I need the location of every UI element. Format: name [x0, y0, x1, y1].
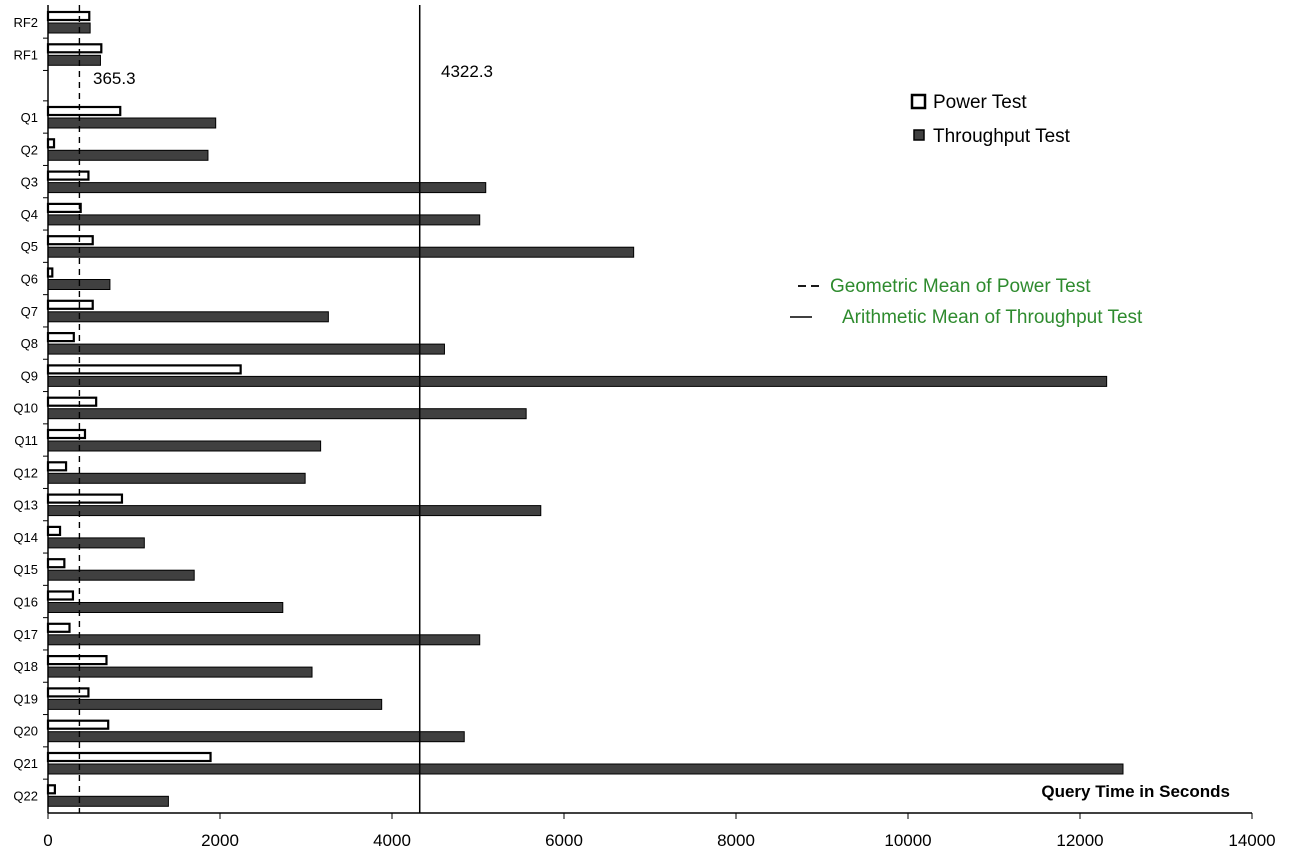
bar-throughput-test-q13 [47, 505, 542, 517]
bar-power-test-q7 [46, 299, 94, 310]
x-tick-label-14000: 14000 [1228, 831, 1275, 850]
y-tick-label-q21: Q21 [13, 756, 38, 771]
bar-throughput-test-q5 [47, 246, 635, 258]
y-tick-label-q8: Q8 [21, 336, 38, 351]
bar-throughput-test-q19 [47, 698, 383, 710]
y-tick-label-q13: Q13 [13, 498, 38, 513]
bar-throughput-test-q20 [47, 731, 465, 743]
y-tick-label-q16: Q16 [13, 595, 38, 610]
bar-power-test-rf2 [46, 10, 91, 22]
bar-power-test-q8 [46, 332, 75, 343]
legend: Power Test Throughput Test Geometric Mea… [790, 92, 1143, 328]
y-tick-label-q10: Q10 [13, 401, 38, 416]
ref-label-geometric-mean: 365.3 [93, 69, 136, 88]
x-tick-label-0: 0 [43, 831, 52, 850]
bar-throughput-test-q17 [47, 634, 481, 646]
bar-power-test-q13 [46, 493, 124, 504]
legend-label-power-test: Power Test [933, 92, 1027, 113]
y-tick-label-q14: Q14 [13, 530, 38, 545]
y-tick-label-q22: Q22 [13, 788, 38, 803]
y-tick-label-q4: Q4 [21, 207, 38, 222]
bar-throughput-test-q16 [47, 602, 284, 613]
bar-power-test-q3 [46, 170, 90, 181]
y-tick-label-q15: Q15 [13, 562, 38, 577]
x-tick-label-12000: 12000 [1056, 831, 1103, 850]
bar-power-test-q19 [46, 687, 90, 698]
bar-power-test-rf1 [46, 43, 103, 54]
legend-label-arithmetic-mean: Arithmetic Mean of Throughput Test [842, 307, 1143, 328]
y-tick-label-q2: Q2 [21, 142, 38, 157]
bar-throughput-test-q15 [47, 569, 195, 581]
y-tick-label-q3: Q3 [21, 175, 38, 190]
bar-power-test-q18 [46, 654, 108, 666]
axes-layer [47, 5, 1252, 814]
ref-label-arithmetic-mean: 4322.3 [441, 62, 493, 81]
y-tick-label-q18: Q18 [13, 659, 38, 674]
x-tick-label-4000: 4000 [373, 831, 411, 850]
bar-throughput-test-q7 [47, 311, 329, 323]
bar-power-test-q5 [46, 235, 94, 246]
bar-throughput-test-q1 [47, 117, 217, 129]
y-tick-label-q17: Q17 [13, 627, 38, 642]
bar-throughput-test-q14 [47, 537, 145, 549]
x-tick-label-2000: 2000 [201, 831, 239, 850]
bar-throughput-test-q12 [47, 472, 306, 484]
y-tick-label-q9: Q9 [21, 368, 38, 383]
bar-power-test-q21 [46, 751, 212, 763]
bar-throughput-test-q8 [47, 343, 445, 355]
bar-power-test-q15 [46, 558, 66, 569]
x-tick-label-10000: 10000 [884, 831, 931, 850]
y-ticks-layer: RF2 RF1 Q1 Q2 Q3 Q4 Q5 Q6 Q7 Q8 Q9 Q10 Q11 Q12 Q13 Q14 Q… [13, 15, 48, 803]
y-tick-label-q1: Q1 [21, 110, 38, 125]
bar-power-test-q16 [46, 590, 75, 601]
legend-swatch-power-test [910, 93, 927, 110]
bar-power-test-q4 [46, 202, 82, 213]
bar-throughput-test-q11 [47, 440, 322, 452]
y-tick-label-q11: Q11 [14, 433, 38, 448]
bar-power-test-q14 [46, 525, 62, 537]
y-tick-label-q7: Q7 [21, 304, 38, 319]
bar-throughput-test-q22 [47, 795, 169, 807]
bar-throughput-test-q18 [47, 666, 313, 678]
x-ticks-layer: 0 2000 4000 6000 8000 10000 12000 14000 [43, 813, 1276, 850]
bar-throughput-test-q10 [47, 408, 527, 420]
bar-throughput-test-q9 [47, 375, 1108, 387]
x-tick-label-8000: 8000 [717, 831, 755, 850]
bar-power-test-q22 [46, 784, 56, 795]
bar-throughput-test-q21 [47, 763, 1124, 775]
bar-throughput-test-rf1 [47, 54, 101, 66]
bar-power-test-q2 [46, 138, 56, 149]
y-tick-label-q5: Q5 [21, 239, 38, 254]
bar-power-test-q9 [46, 364, 242, 375]
bar-power-test-q12 [46, 461, 68, 472]
bar-throughput-test-rf2 [47, 22, 91, 34]
y-tick-label-q6: Q6 [21, 272, 38, 287]
bar-power-test-q20 [46, 719, 110, 730]
y-tick-label-rf1: RF1 [13, 47, 38, 62]
bar-throughput-test-q4 [47, 214, 481, 226]
legend-label-throughput-test: Throughput Test [933, 126, 1071, 147]
bar-power-test-q1 [46, 105, 122, 117]
y-tick-label-q12: Q12 [13, 465, 38, 480]
y-tick-label-rf2: RF2 [13, 15, 38, 30]
y-tick-label-q19: Q19 [13, 691, 38, 706]
legend-swatch-throughput-test [913, 129, 925, 141]
bar-power-test-q10 [46, 396, 98, 407]
bar-throughput-test-q2 [47, 149, 209, 161]
y-tick-label-q20: Q20 [13, 724, 38, 739]
bar-power-test-q17 [46, 622, 71, 633]
legend-label-geometric-mean: Geometric Mean of Power Test [830, 276, 1091, 297]
x-tick-label-6000: 6000 [545, 831, 583, 850]
x-axis-title: Query Time in Seconds [1041, 782, 1230, 801]
reference-lines-layer [78, 5, 421, 813]
